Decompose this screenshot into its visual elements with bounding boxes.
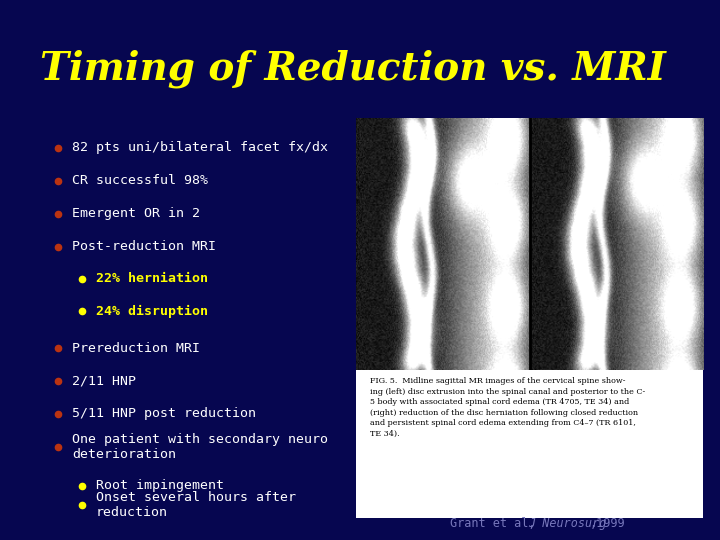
- Text: CR successful 98%: CR successful 98%: [72, 174, 208, 187]
- Text: FIG. 5.  Midline sagittal MR images of the cervical spine show-
ing (left) disc : FIG. 5. Midline sagittal MR images of th…: [370, 377, 645, 437]
- Text: 22% herniation: 22% herniation: [96, 273, 208, 286]
- Text: Timing of Reduction vs. MRI: Timing of Reduction vs. MRI: [40, 50, 666, 88]
- Text: 2/11 HNP: 2/11 HNP: [72, 375, 136, 388]
- Bar: [356, 118, 703, 518]
- Text: 82 pts uni/bilateral facet fx/dx: 82 pts uni/bilateral facet fx/dx: [72, 141, 328, 154]
- Text: Root impingement: Root impingement: [96, 480, 224, 492]
- Text: Emergent OR in 2: Emergent OR in 2: [72, 207, 200, 220]
- Text: Grant et al,: Grant et al,: [450, 517, 550, 530]
- Text: J Neurosurg: J Neurosurg: [528, 517, 606, 530]
- Text: Post-reduction MRI: Post-reduction MRI: [72, 240, 216, 253]
- Text: One patient with secondary neuro
deterioration: One patient with secondary neuro deterio…: [72, 433, 328, 461]
- Text: Prereduction MRI: Prereduction MRI: [72, 341, 200, 354]
- Text: ,1999: ,1999: [590, 517, 626, 530]
- Text: 24% disruption: 24% disruption: [96, 305, 208, 318]
- Text: Onset several hours after
reduction: Onset several hours after reduction: [96, 491, 296, 519]
- Text: 5/11 HNP post reduction: 5/11 HNP post reduction: [72, 408, 256, 421]
